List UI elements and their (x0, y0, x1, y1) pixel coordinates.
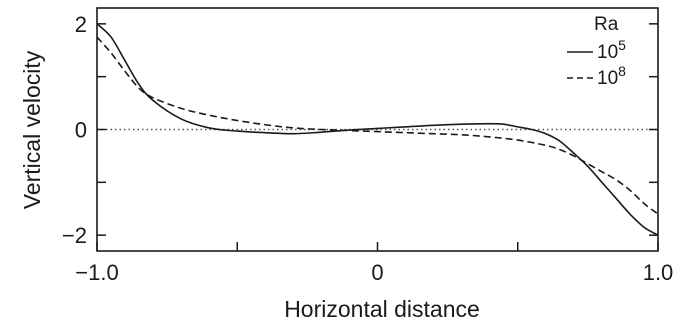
legend-label: 105 (597, 37, 626, 63)
x-tick-label: 1.0 (643, 260, 674, 285)
legend-title: Ra (594, 14, 619, 35)
legend-label: 108 (597, 63, 626, 89)
y-tick-labels: 2 0 −2 (62, 12, 87, 248)
series-group (96, 23, 659, 236)
x-tick-labels: −1.0 0 1.0 (75, 260, 673, 285)
series-line-solid (96, 23, 659, 236)
x-axis-title: Horizontal distance (284, 296, 480, 322)
y-axis-title: Vertical velocity (19, 50, 45, 209)
y-tick-label: 0 (75, 118, 87, 143)
y-tick-label: 2 (75, 12, 87, 37)
x-tick-label: 0 (371, 260, 383, 285)
series-line-dashed (96, 36, 659, 215)
x-tick-label: −1.0 (75, 260, 118, 285)
y-tick-label: −2 (62, 223, 87, 248)
axis-ticks-group (96, 23, 659, 251)
